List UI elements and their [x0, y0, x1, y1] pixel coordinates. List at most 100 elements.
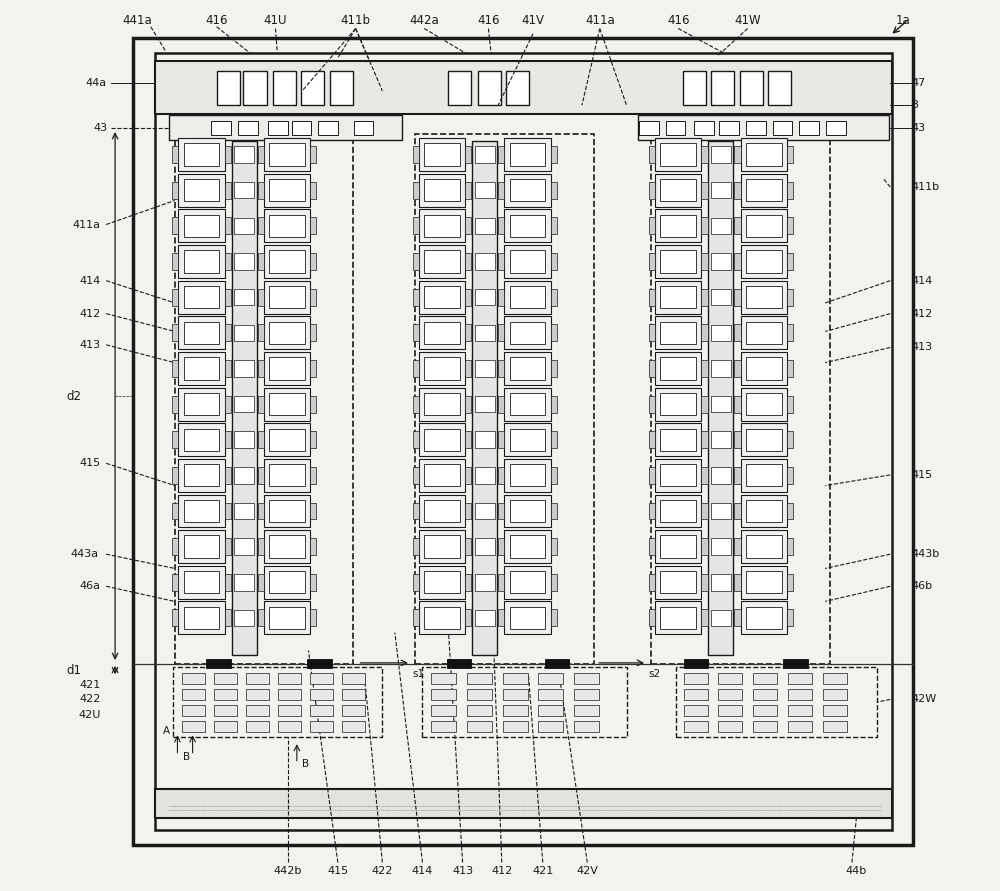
- Bar: [225, 324, 231, 341]
- Bar: [701, 324, 708, 341]
- Bar: [269, 429, 305, 451]
- Bar: [424, 500, 460, 522]
- Bar: [258, 574, 264, 591]
- Bar: [178, 388, 225, 421]
- Bar: [551, 253, 557, 270]
- Bar: [467, 721, 492, 732]
- Bar: [431, 705, 456, 716]
- Bar: [234, 253, 254, 270]
- Bar: [422, 667, 627, 737]
- Bar: [419, 423, 465, 456]
- Bar: [310, 574, 316, 591]
- Text: 46a: 46a: [80, 581, 101, 592]
- Bar: [684, 673, 708, 684]
- Bar: [419, 174, 465, 207]
- Bar: [234, 538, 254, 555]
- Bar: [551, 538, 557, 555]
- Bar: [787, 360, 793, 377]
- Bar: [258, 360, 264, 377]
- Bar: [660, 571, 696, 593]
- Bar: [741, 174, 787, 207]
- Bar: [258, 146, 264, 163]
- Bar: [310, 689, 333, 700]
- Bar: [214, 673, 237, 684]
- Bar: [232, 141, 257, 655]
- Bar: [475, 360, 495, 377]
- Bar: [310, 146, 316, 163]
- Bar: [419, 459, 465, 492]
- Bar: [701, 360, 708, 377]
- Bar: [234, 289, 254, 306]
- Bar: [413, 289, 419, 306]
- Bar: [419, 316, 465, 349]
- Bar: [172, 574, 178, 591]
- Bar: [269, 143, 305, 166]
- Bar: [711, 503, 731, 519]
- Bar: [264, 281, 310, 314]
- Bar: [711, 182, 731, 199]
- Bar: [431, 689, 456, 700]
- Text: 442b: 442b: [274, 866, 302, 877]
- Bar: [182, 673, 205, 684]
- Bar: [172, 431, 178, 448]
- Bar: [269, 607, 305, 629]
- Bar: [746, 429, 782, 451]
- Bar: [551, 396, 557, 413]
- Bar: [301, 71, 324, 105]
- Bar: [424, 535, 460, 558]
- Bar: [178, 423, 225, 456]
- Bar: [475, 396, 495, 413]
- Text: 411b: 411b: [912, 182, 940, 192]
- Bar: [264, 138, 310, 171]
- Bar: [510, 179, 545, 201]
- Bar: [172, 182, 178, 199]
- Bar: [746, 250, 782, 273]
- Bar: [510, 464, 545, 486]
- Bar: [734, 146, 741, 163]
- Bar: [310, 289, 316, 306]
- Bar: [551, 609, 557, 626]
- Bar: [225, 253, 231, 270]
- Bar: [551, 360, 557, 377]
- Bar: [310, 467, 316, 484]
- Bar: [545, 659, 569, 668]
- Bar: [649, 609, 655, 626]
- Bar: [419, 566, 465, 599]
- Bar: [467, 705, 492, 716]
- Bar: [172, 609, 178, 626]
- Bar: [155, 61, 892, 114]
- Bar: [498, 217, 504, 234]
- Bar: [264, 459, 310, 492]
- Bar: [268, 121, 288, 135]
- Bar: [234, 467, 254, 484]
- Text: 443a: 443a: [71, 549, 99, 560]
- Bar: [173, 667, 382, 737]
- Bar: [660, 286, 696, 308]
- Bar: [172, 324, 178, 341]
- Bar: [172, 217, 178, 234]
- Bar: [225, 360, 231, 377]
- Bar: [182, 705, 205, 716]
- Bar: [310, 182, 316, 199]
- Bar: [639, 121, 659, 135]
- Bar: [510, 393, 545, 415]
- Bar: [172, 503, 178, 519]
- Bar: [246, 673, 269, 684]
- Bar: [269, 571, 305, 593]
- Bar: [551, 431, 557, 448]
- Bar: [225, 182, 231, 199]
- Bar: [234, 360, 254, 377]
- Bar: [787, 467, 793, 484]
- Bar: [734, 217, 741, 234]
- Bar: [246, 689, 269, 700]
- Text: 422: 422: [79, 694, 101, 705]
- Bar: [649, 396, 655, 413]
- Bar: [783, 659, 808, 668]
- Bar: [719, 121, 739, 135]
- Bar: [787, 146, 793, 163]
- Bar: [465, 146, 471, 163]
- Bar: [184, 429, 219, 451]
- Bar: [701, 182, 708, 199]
- Bar: [413, 538, 419, 555]
- Bar: [172, 360, 178, 377]
